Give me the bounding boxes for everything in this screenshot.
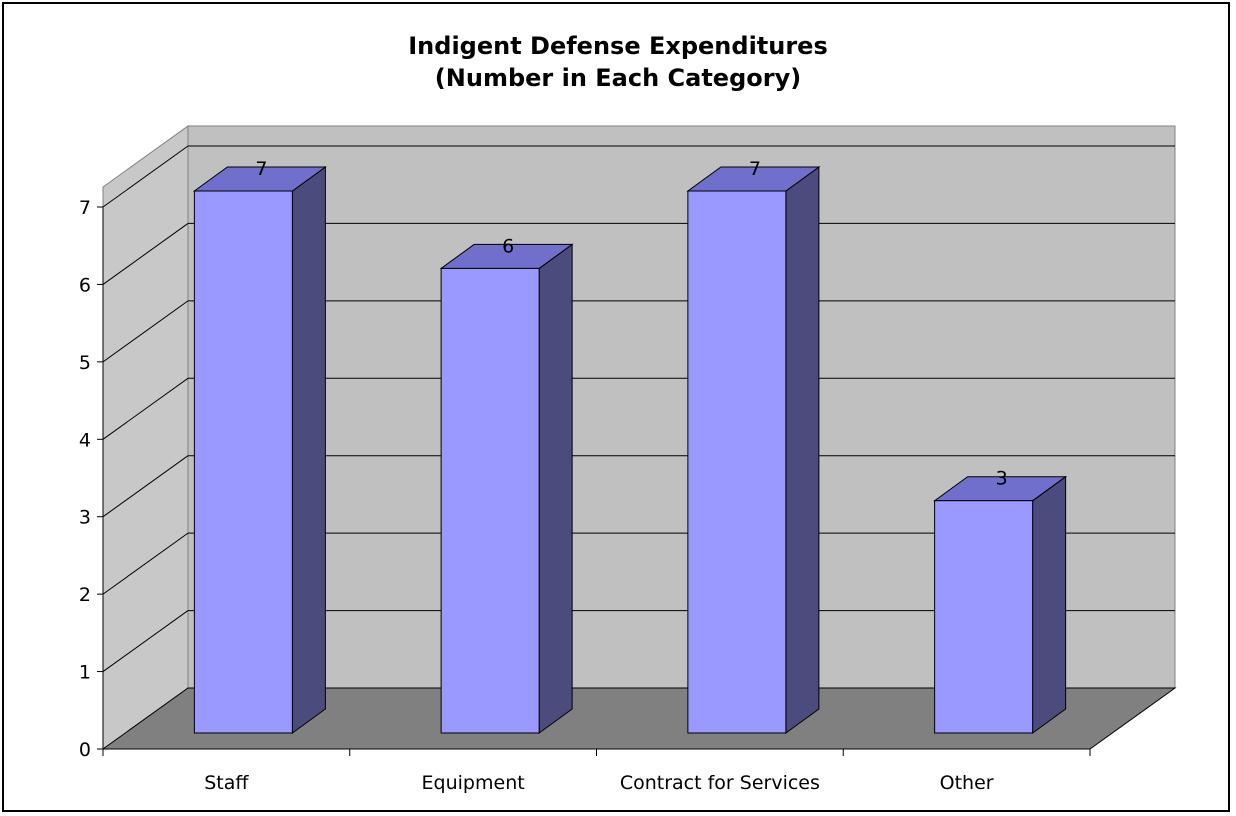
chart-bars — [192, 166, 1068, 734]
gridline-side — [102, 610, 189, 672]
chart-axes: 0 1 2 3 4 5 6 7 Staff Equipment Contract for Servi… — [79, 197, 1091, 794]
bar-side-face — [785, 166, 820, 734]
bar-side-face — [1032, 475, 1067, 734]
gridline-side — [102, 300, 189, 363]
chart-title: Indigent Defense Expenditures (Number in… — [0, 30, 1236, 94]
gridline-side — [102, 455, 189, 518]
gridline-side — [102, 223, 189, 285]
gridline-side — [102, 532, 189, 595]
x-tick-label: Staff — [204, 772, 249, 794]
gridline-side — [102, 377, 189, 440]
bar-side-face — [291, 166, 326, 734]
bar-front-face — [440, 267, 540, 734]
y-tick-label: 2 — [79, 584, 91, 606]
bar-front-face — [934, 500, 1034, 734]
y-tick-label: 7 — [79, 197, 91, 219]
y-tick-label: 0 — [79, 739, 91, 761]
chart-title-line2: (Number in Each Category) — [434, 64, 802, 92]
x-tick-label: Other — [940, 772, 994, 794]
y-tick-label: 6 — [79, 274, 91, 296]
bar-value-label: 7 — [255, 158, 267, 180]
y-tick-label: 4 — [79, 429, 91, 451]
bar — [686, 166, 821, 734]
bar-value-label: 3 — [996, 468, 1008, 490]
gridline-side — [102, 145, 189, 208]
bar-side-face — [538, 243, 573, 734]
side-wall — [102, 125, 189, 750]
bar-front-face — [687, 190, 787, 734]
chart-title-line1: Indigent Defense Expenditures — [408, 32, 828, 60]
x-tick-label: Contract for Services — [620, 772, 820, 794]
bar-value-label: 7 — [749, 158, 761, 180]
x-tick-label: Equipment — [422, 772, 525, 794]
chart-labels: 7 6 7 3 — [255, 158, 1007, 490]
bar — [439, 243, 574, 734]
y-tick-label: 1 — [79, 662, 91, 684]
bar-front-face — [193, 190, 293, 734]
y-tick-label: 5 — [79, 352, 91, 374]
bar — [933, 475, 1068, 734]
y-tick-label: 3 — [79, 507, 91, 529]
bar — [192, 166, 327, 734]
bar-value-label: 6 — [502, 235, 514, 257]
